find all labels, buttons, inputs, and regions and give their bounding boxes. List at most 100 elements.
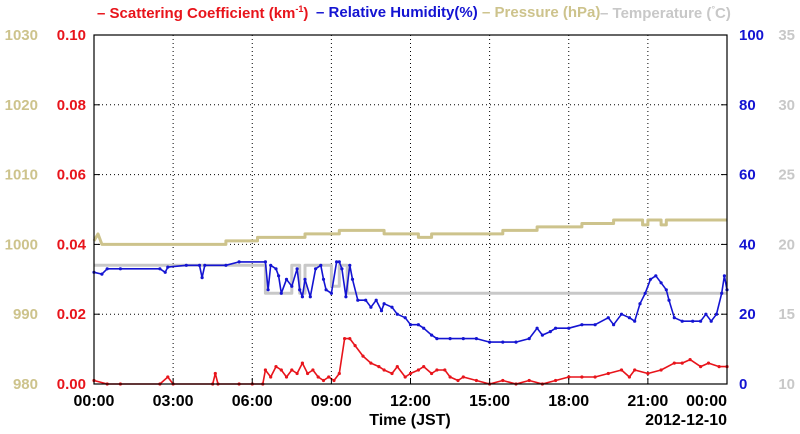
x-tick-label: 15:00: [469, 393, 510, 410]
series-point-humidity: [416, 323, 420, 327]
series-point-humidity: [627, 316, 632, 320]
series-point-humidity: [606, 316, 610, 320]
humidity-tick-label: 100: [739, 27, 764, 44]
series-point-humidity: [369, 305, 373, 309]
series-point-humidity: [648, 277, 653, 281]
legend-temperature-sup: °: [711, 4, 716, 14]
series-point-humidity: [279, 291, 283, 295]
humidity-tick-label: 20: [739, 306, 756, 323]
series-point-humidity: [535, 326, 539, 330]
series-point-scattering: [300, 361, 304, 365]
series-point-scattering: [567, 375, 571, 379]
temperature-tick-label: 20: [778, 236, 795, 253]
series-point-humidity: [344, 295, 348, 299]
series-point-scattering: [443, 368, 447, 372]
series-point-humidity: [567, 326, 571, 330]
legend-humidity: – Relative Humidity(%): [316, 4, 478, 21]
series-point-humidity: [435, 337, 439, 341]
series-point-humidity: [203, 263, 207, 267]
legend-scattering-tail: ): [303, 5, 309, 22]
temperature-tick-label: 10: [778, 376, 795, 393]
series-point-humidity: [163, 270, 167, 274]
series-point-humidity: [619, 312, 624, 316]
series-point-humidity: [720, 291, 724, 295]
series-point-humidity: [664, 288, 668, 292]
series-point-scattering: [416, 368, 420, 372]
series-point-humidity: [379, 309, 384, 313]
series-point-scattering: [327, 375, 331, 379]
series-point-humidity: [612, 323, 616, 327]
series-point-humidity: [166, 265, 170, 269]
series-point-scattering: [606, 371, 610, 376]
series-point-humidity: [422, 326, 426, 330]
series-point-scattering: [321, 378, 326, 383]
humidity-tick-label: 60: [739, 167, 756, 184]
series-point-humidity: [303, 277, 307, 281]
series-point-scattering: [348, 337, 352, 341]
series-point-humidity: [266, 288, 270, 292]
scattering-tick-label: 0.04: [57, 236, 87, 253]
series-point-scattering: [430, 371, 434, 376]
scattering-tick-label: 0.02: [57, 306, 86, 323]
series-point-scattering: [382, 368, 386, 372]
series-point-humidity: [430, 333, 434, 337]
series-point-humidity: [474, 337, 478, 341]
series-point-humidity: [488, 340, 492, 344]
series-point-scattering: [554, 378, 558, 383]
legend-scattering-sup: -1: [295, 4, 304, 14]
series-point-humidity: [224, 263, 228, 267]
series-point-scattering: [369, 361, 373, 365]
legend-pressure-text: Pressure (hPa): [494, 4, 601, 21]
series-point-scattering: [435, 368, 439, 372]
series-point-humidity: [200, 276, 204, 280]
series-point-scattering: [688, 358, 692, 362]
series-point-humidity: [100, 272, 104, 276]
series-point-scattering: [403, 375, 407, 379]
pressure-tick-label: 1010: [5, 167, 38, 184]
series-point-scattering: [646, 371, 650, 376]
series-point-humidity: [105, 267, 109, 271]
series-point-humidity: [714, 312, 719, 316]
scattering-tick-label: 0.08: [57, 97, 86, 114]
series-point-scattering: [295, 371, 299, 376]
series-point-scattering: [316, 375, 320, 379]
series-point-humidity: [329, 291, 333, 295]
legend-scattering: – Scattering Coefficient (km-1): [97, 4, 309, 22]
series-point-humidity: [298, 288, 302, 292]
series-point-humidity: [680, 319, 684, 323]
date-label: 2012-12-10: [645, 412, 727, 429]
series-point-humidity: [704, 312, 708, 316]
series-point-scattering: [274, 365, 278, 369]
x-tick-label: 00:00: [74, 393, 115, 410]
series-point-humidity: [158, 267, 162, 271]
series-point-scattering: [580, 375, 584, 379]
series-point-scattering: [461, 375, 465, 379]
series-point-scattering: [474, 378, 478, 383]
series-point-humidity: [340, 267, 344, 271]
humidity-tick-label: 40: [739, 236, 756, 253]
series-point-humidity: [395, 312, 399, 316]
temperature-tick-label: 30: [778, 97, 795, 114]
series-point-humidity: [335, 260, 339, 264]
series-point-humidity: [314, 267, 318, 271]
series-point-scattering: [290, 368, 294, 372]
x-tick-label: 12:00: [390, 393, 431, 410]
series-point-humidity: [197, 263, 202, 267]
series-point-scattering: [699, 365, 703, 369]
series-point-scattering: [269, 375, 273, 379]
pressure-tick-label: 1000: [5, 236, 38, 253]
series-point-humidity: [364, 298, 368, 302]
series-point-scattering: [619, 368, 624, 372]
legend-humidity-text: Relative Humidity(%): [328, 4, 478, 21]
series-point-humidity: [527, 337, 531, 341]
series-point-humidity: [654, 274, 658, 278]
series-point-humidity: [638, 302, 642, 306]
series-line-humidity: [93, 261, 728, 343]
pressure-tick-label: 1020: [5, 97, 38, 114]
series-point-scattering: [448, 375, 452, 379]
series-point-humidity: [295, 267, 299, 271]
series-point-scattering: [166, 375, 170, 379]
humidity-tick-label: 80: [739, 97, 756, 114]
x-tick-label: 00:00: [686, 393, 727, 410]
series-point-humidity: [269, 263, 273, 267]
